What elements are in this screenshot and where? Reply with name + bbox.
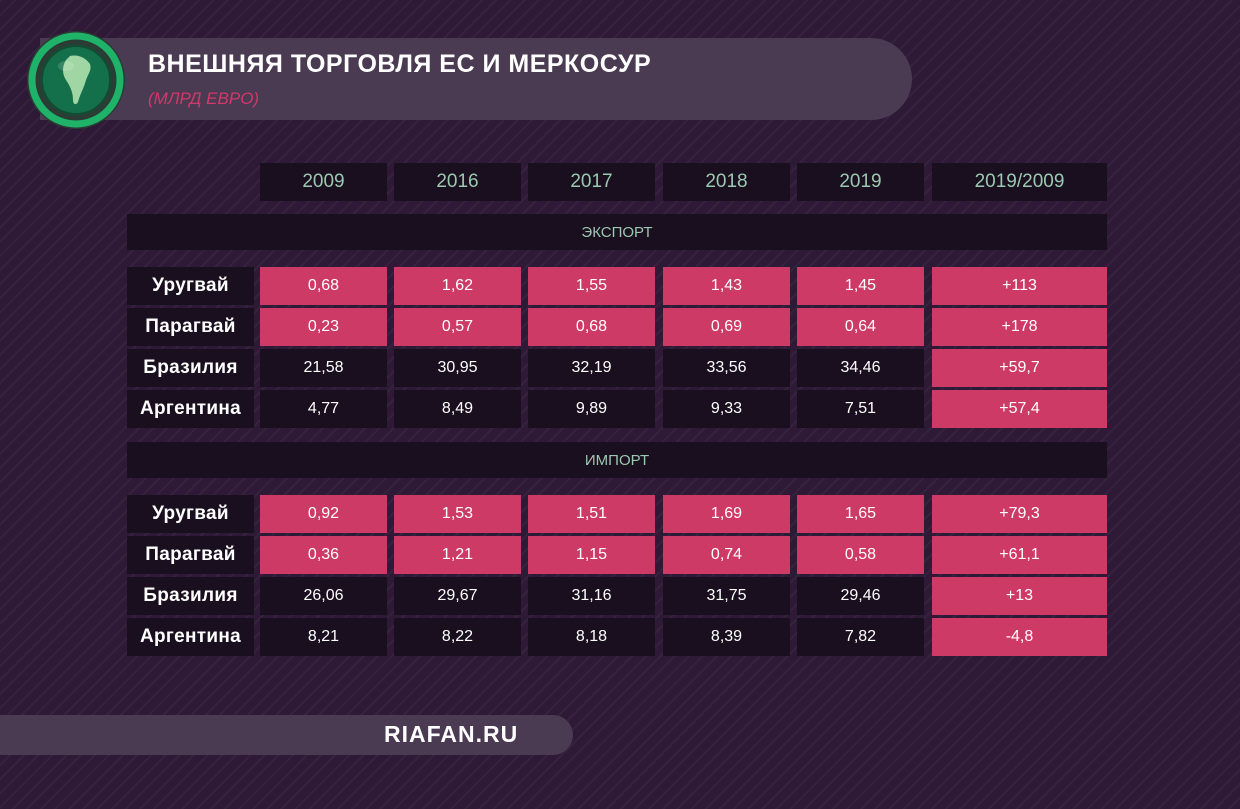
table-cell: 8,39 bbox=[663, 618, 790, 656]
table-cell: 0,92 bbox=[260, 495, 387, 533]
table-cell: 8,49 bbox=[394, 390, 521, 428]
column-header: 2019/2009 bbox=[932, 163, 1107, 201]
section-header: ЭКСПОРТ bbox=[127, 214, 1107, 250]
column-header: 2016 bbox=[394, 163, 521, 201]
table-cell: 8,21 bbox=[260, 618, 387, 656]
table-cell: 32,19 bbox=[528, 349, 655, 387]
table-cell: 0,58 bbox=[797, 536, 924, 574]
column-header: 2019 bbox=[797, 163, 924, 201]
table-cell: 1,15 bbox=[528, 536, 655, 574]
table-cell: 33,56 bbox=[663, 349, 790, 387]
row-label: Уругвай bbox=[127, 267, 254, 305]
table-cell: 1,45 bbox=[797, 267, 924, 305]
row-label: Аргентина bbox=[127, 390, 254, 428]
row-label: Парагвай bbox=[127, 536, 254, 574]
header-bar bbox=[40, 38, 912, 120]
table-cell: +13 bbox=[932, 577, 1107, 615]
table-cell: 31,16 bbox=[528, 577, 655, 615]
page-title: ВНЕШНЯЯ ТОРГОВЛЯ ЕС И МЕРКОСУР bbox=[148, 50, 652, 78]
table-cell: 0,68 bbox=[528, 308, 655, 346]
site-name[interactable]: RIAFAN.RU bbox=[384, 721, 519, 747]
table-cell: 21,58 bbox=[260, 349, 387, 387]
row-label: Парагвай bbox=[127, 308, 254, 346]
table-cell: 7,82 bbox=[797, 618, 924, 656]
table-cell: 29,67 bbox=[394, 577, 521, 615]
section-header: ИМПОРТ bbox=[127, 442, 1107, 478]
table-cell: 0,64 bbox=[797, 308, 924, 346]
row-label: Уругвай bbox=[127, 495, 254, 533]
row-label: Бразилия bbox=[127, 577, 254, 615]
table-cell: 34,46 bbox=[797, 349, 924, 387]
table-cell: +79,3 bbox=[932, 495, 1107, 533]
table-cell: 1,53 bbox=[394, 495, 521, 533]
globe-south-america-icon bbox=[27, 31, 125, 129]
table-cell: 31,75 bbox=[663, 577, 790, 615]
table-cell: 0,57 bbox=[394, 308, 521, 346]
table-cell: 1,21 bbox=[394, 536, 521, 574]
table-cell: +178 bbox=[932, 308, 1107, 346]
table-cell: 9,89 bbox=[528, 390, 655, 428]
table-cell: 8,22 bbox=[394, 618, 521, 656]
table-cell: 26,06 bbox=[260, 577, 387, 615]
table-cell: 1,55 bbox=[528, 267, 655, 305]
row-label: Аргентина bbox=[127, 618, 254, 656]
table-cell: +57,4 bbox=[932, 390, 1107, 428]
table-cell: 1,65 bbox=[797, 495, 924, 533]
table-cell: 4,77 bbox=[260, 390, 387, 428]
table-cell: +113 bbox=[932, 267, 1107, 305]
table-cell: 9,33 bbox=[663, 390, 790, 428]
table-cell: 1,51 bbox=[528, 495, 655, 533]
footer-bar bbox=[0, 715, 573, 755]
table-cell: 0,69 bbox=[663, 308, 790, 346]
table-cell: 30,95 bbox=[394, 349, 521, 387]
column-header: 2018 bbox=[663, 163, 790, 201]
table-cell: 1,43 bbox=[663, 267, 790, 305]
table-cell: 7,51 bbox=[797, 390, 924, 428]
table-cell: 29,46 bbox=[797, 577, 924, 615]
table-cell: 1,69 bbox=[663, 495, 790, 533]
table-cell: 1,62 bbox=[394, 267, 521, 305]
table-cell: 8,18 bbox=[528, 618, 655, 656]
table-cell: 0,74 bbox=[663, 536, 790, 574]
table-cell: 0,23 bbox=[260, 308, 387, 346]
column-header: 2017 bbox=[528, 163, 655, 201]
table-cell: +61,1 bbox=[932, 536, 1107, 574]
table-cell: -4,8 bbox=[932, 618, 1107, 656]
table-cell: +59,7 bbox=[932, 349, 1107, 387]
table-cell: 0,68 bbox=[260, 267, 387, 305]
row-label: Бразилия bbox=[127, 349, 254, 387]
table-cell: 0,36 bbox=[260, 536, 387, 574]
page-subtitle: (МЛРД ЕВРО) bbox=[148, 89, 260, 108]
column-header: 2009 bbox=[260, 163, 387, 201]
